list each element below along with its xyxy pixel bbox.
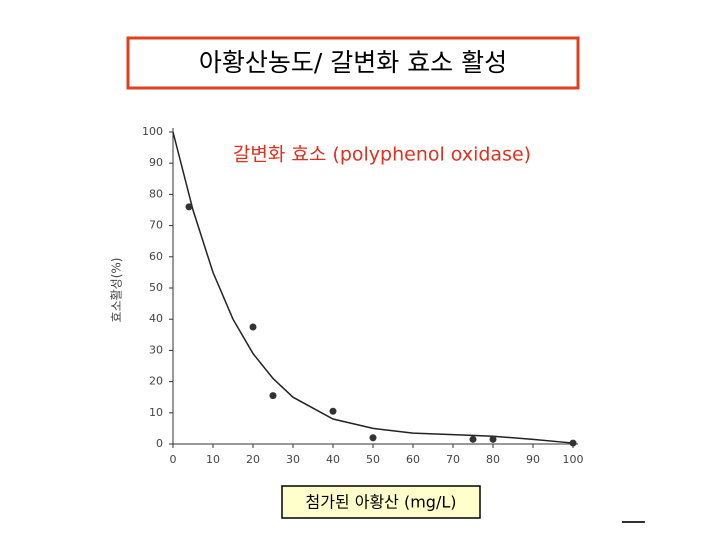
x-tick-label: 80 <box>486 453 500 466</box>
data-point <box>185 203 193 211</box>
y-tick-label: 30 <box>149 343 163 356</box>
x-tick-label: 70 <box>446 453 460 466</box>
x-tick-label: 30 <box>286 453 300 466</box>
y-tick-label: 20 <box>149 375 163 388</box>
fit-curve <box>172 131 574 444</box>
y-tick-label: 60 <box>149 250 163 263</box>
data-point <box>329 407 337 415</box>
data-point <box>569 439 577 447</box>
y-tick-label: 70 <box>149 219 163 232</box>
y-tick-label: 40 <box>149 312 163 325</box>
y-tick-label: 80 <box>149 187 163 200</box>
x-tick-label: 100 <box>563 453 584 466</box>
y-axis-label: 효소활성(%) <box>110 258 124 323</box>
x-tick-label: 0 <box>170 453 177 466</box>
x-tick-label: 20 <box>246 453 260 466</box>
x-tick-label: 90 <box>526 453 540 466</box>
y-tick-label: 0 <box>156 437 163 450</box>
y-tick-label: 100 <box>142 125 163 138</box>
data-point <box>249 323 257 331</box>
y-tick-label: 10 <box>149 406 163 419</box>
data-point <box>469 435 477 443</box>
x-label-box <box>281 485 481 519</box>
data-point <box>369 434 377 442</box>
x-tick-label: 60 <box>406 453 420 466</box>
x-axis-label: 첨가된 아황산 (mg/L) <box>305 493 456 512</box>
x-tick-label: 10 <box>206 453 220 466</box>
y-tick-label: 90 <box>149 156 163 169</box>
x-tick-label: 40 <box>326 453 340 466</box>
chart-title: 아황산농도/ 갈변화 효소 활성 <box>199 48 507 77</box>
x-tick-label: 50 <box>366 453 380 466</box>
annotation: 갈변화 효소 (polyphenol oxidase) <box>233 144 531 166</box>
data-point <box>269 392 277 400</box>
y-tick-label: 50 <box>149 281 163 294</box>
title-box <box>126 36 580 90</box>
data-point <box>489 435 497 443</box>
